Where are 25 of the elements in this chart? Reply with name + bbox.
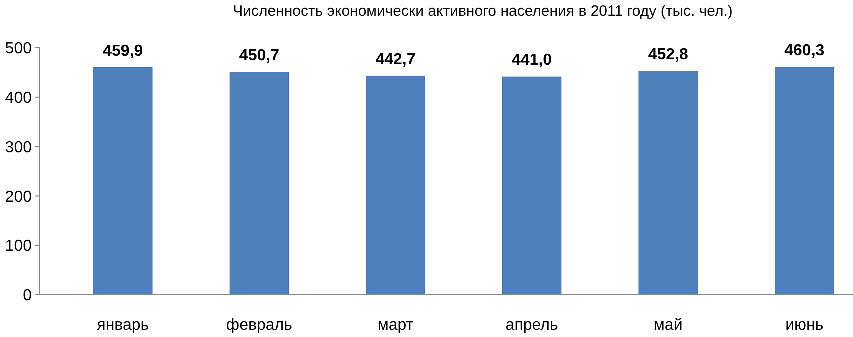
x-tick-label: март — [378, 317, 414, 334]
chart-title: Численность экономически активного населения в 2011 году (тыс. чел.) — [233, 3, 733, 20]
x-tick-label: январь — [97, 317, 150, 334]
x-tick-label: июнь — [786, 317, 824, 334]
data-label: 452,8 — [648, 46, 688, 64]
data-label: 441,0 — [512, 52, 552, 70]
data-label: 459,9 — [103, 42, 144, 60]
y-tick-label: 400 — [5, 90, 32, 107]
x-tick-label: апрель — [506, 317, 558, 334]
bar — [230, 72, 290, 296]
bar — [366, 76, 426, 296]
data-label: 442,7 — [376, 51, 416, 68]
y-tick-label: 0 — [23, 288, 32, 305]
data-label: 460,3 — [784, 42, 825, 60]
x-tick-label: май — [654, 317, 683, 334]
bar — [502, 76, 562, 296]
y-tick-label: 300 — [5, 139, 32, 156]
bar — [775, 67, 834, 296]
data-label: 450,7 — [239, 47, 280, 64]
y-tick-label: 100 — [5, 238, 32, 256]
bar — [94, 68, 153, 296]
bar — [638, 71, 698, 296]
x-tick-label: февраль — [226, 317, 292, 334]
y-tick-label: 200 — [5, 188, 32, 206]
y-tick-label: 500 — [5, 40, 32, 58]
